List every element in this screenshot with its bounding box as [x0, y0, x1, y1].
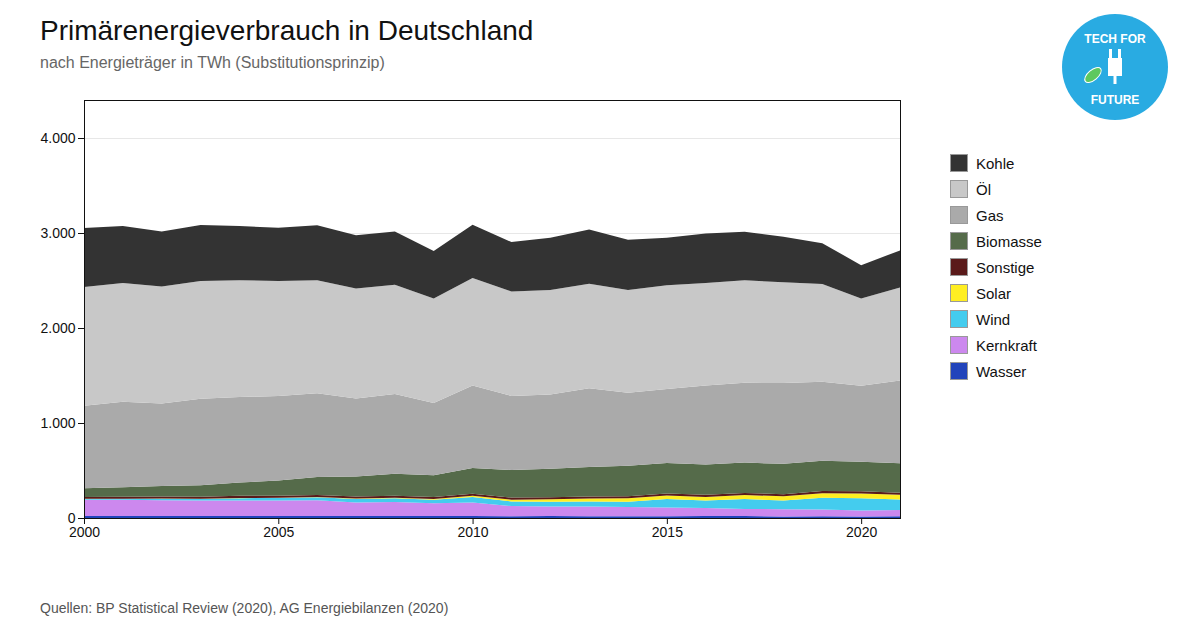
- svg-text:TECH FOR: TECH FOR: [1084, 32, 1146, 46]
- html-text:Kernkraft: Kernkraft: [976, 336, 1037, 354]
- html-text:Primärenergieverbrauch in Deut: Primärenergieverbrauch in Deutschland: [40, 15, 534, 46]
- html-text:nach Energieträger in TWh (Sub: nach Energieträger in TWh (Substitutions…: [40, 54, 385, 71]
- svg-text:2015: 2015: [652, 524, 683, 540]
- html-text:Gas: Gas: [976, 206, 1004, 224]
- html-text:Solar: Solar: [976, 284, 1011, 302]
- html-text:Kohle: Kohle: [976, 154, 1015, 172]
- svg-text:2005: 2005: [263, 524, 294, 540]
- html-text:Quellen: BP Statistical Review: Quellen: BP Statistical Review (2020), A…: [40, 600, 449, 616]
- svg-text:2.000: 2.000: [40, 320, 75, 336]
- html-text:Wind: Wind: [976, 310, 1011, 328]
- svg-text:0: 0: [67, 510, 76, 526]
- svg-text:4.000: 4.000: [40, 130, 75, 146]
- html-text:Öl: Öl: [976, 180, 991, 198]
- html-text:Wasser: Wasser: [976, 362, 1027, 380]
- html-text:Biomasse: Biomasse: [976, 232, 1042, 250]
- svg-text:1.000: 1.000: [40, 415, 75, 431]
- html-text:Sonstige: Sonstige: [976, 258, 1035, 276]
- svg-text:2020: 2020: [846, 524, 877, 540]
- svg-text:FUTURE: FUTURE: [1091, 93, 1140, 107]
- svg-text:3.000: 3.000: [40, 225, 75, 241]
- svg-text:2000: 2000: [69, 524, 100, 540]
- svg-text:2010: 2010: [457, 524, 488, 540]
